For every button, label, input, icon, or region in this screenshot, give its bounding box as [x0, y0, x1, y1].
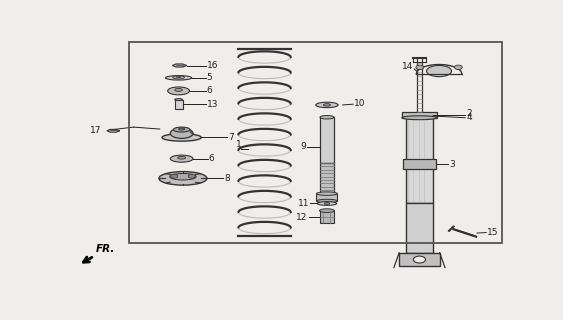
Text: 14: 14	[402, 62, 413, 71]
Bar	[406, 204, 433, 253]
Text: 17: 17	[90, 126, 102, 135]
Bar	[402, 112, 437, 118]
Ellipse shape	[320, 209, 334, 212]
Text: 16: 16	[207, 61, 218, 70]
Ellipse shape	[173, 76, 185, 79]
Ellipse shape	[316, 199, 337, 203]
Ellipse shape	[402, 116, 437, 120]
Bar	[406, 118, 433, 204]
Polygon shape	[448, 226, 454, 231]
Ellipse shape	[159, 172, 207, 185]
Ellipse shape	[173, 127, 190, 132]
Ellipse shape	[427, 66, 452, 77]
Polygon shape	[107, 130, 119, 132]
Circle shape	[171, 174, 178, 178]
Text: 4: 4	[466, 113, 472, 122]
Ellipse shape	[166, 76, 191, 80]
Text: 6: 6	[209, 154, 215, 163]
Text: 13: 13	[207, 100, 218, 109]
Ellipse shape	[317, 202, 337, 205]
Polygon shape	[172, 64, 186, 67]
Ellipse shape	[162, 134, 202, 141]
Circle shape	[454, 65, 462, 69]
Bar	[399, 253, 440, 266]
Bar	[129, 42, 502, 243]
Text: 12: 12	[296, 212, 308, 221]
Ellipse shape	[170, 173, 196, 180]
Circle shape	[416, 65, 424, 69]
Bar	[320, 117, 334, 163]
Text: 6: 6	[207, 86, 212, 95]
Ellipse shape	[324, 104, 330, 106]
Bar	[403, 159, 436, 169]
Text: 11: 11	[297, 199, 309, 208]
Bar	[320, 163, 334, 194]
Ellipse shape	[316, 192, 337, 195]
Bar	[320, 211, 334, 223]
Bar	[175, 100, 182, 109]
Text: 9: 9	[300, 142, 306, 151]
Text: 15: 15	[487, 228, 499, 237]
Ellipse shape	[178, 156, 186, 159]
Ellipse shape	[178, 128, 185, 130]
Circle shape	[413, 256, 426, 263]
Ellipse shape	[320, 116, 334, 119]
Ellipse shape	[175, 88, 182, 92]
Ellipse shape	[170, 155, 193, 162]
Ellipse shape	[168, 87, 190, 95]
Text: 5: 5	[207, 73, 212, 82]
Text: 3: 3	[449, 160, 455, 169]
Ellipse shape	[175, 99, 182, 100]
Ellipse shape	[176, 76, 181, 77]
Text: 7: 7	[229, 133, 234, 142]
Ellipse shape	[324, 203, 330, 204]
Text: 10: 10	[354, 99, 365, 108]
Bar	[316, 194, 337, 201]
Ellipse shape	[316, 102, 338, 108]
Text: FR.: FR.	[96, 244, 115, 254]
Text: 1: 1	[236, 140, 242, 148]
Text: 2: 2	[466, 109, 472, 118]
Ellipse shape	[170, 128, 193, 139]
Circle shape	[188, 174, 195, 178]
Text: 8: 8	[224, 174, 230, 183]
